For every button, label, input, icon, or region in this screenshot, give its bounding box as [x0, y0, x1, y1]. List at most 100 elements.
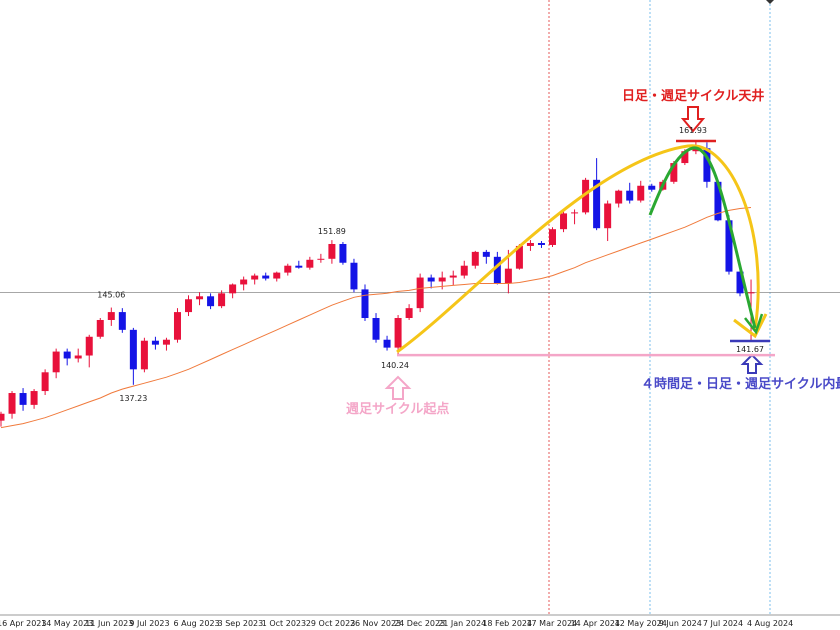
candle-body [196, 296, 204, 300]
candle-body [681, 151, 689, 164]
annotations: 日足・週足サイクル天井 週足サイクル起点 ４時間足・日足・週足サイクル内最 14… [97, 88, 840, 417]
candle-body [0, 413, 5, 421]
x-tick-label: 29 Oct 2023 [306, 619, 355, 628]
candle-body [372, 318, 380, 340]
candle-body [107, 312, 115, 320]
candle-body [736, 271, 744, 294]
arrow-head [733, 313, 768, 339]
candle-body [416, 277, 424, 309]
candle-body [361, 289, 369, 319]
x-tick-label: 16 Apr 2023 [0, 619, 46, 628]
x-tick-label: 9 Jun 2024 [659, 619, 702, 628]
annotation: ４時間足・日足・週足サイクル内最 [641, 376, 840, 392]
candle-body [284, 265, 292, 273]
x-tick-label: 26 Nov 2023 [350, 619, 401, 628]
candle-body [571, 212, 579, 214]
candle-body [747, 292, 755, 294]
arrow-head [744, 313, 764, 335]
cycle-curve [648, 146, 757, 329]
candle-body [229, 284, 237, 294]
candle-body [96, 319, 104, 337]
up-arrow [740, 353, 764, 374]
x-tick-label: 3 Sep 2023 [218, 619, 264, 628]
down-arrow [680, 106, 706, 133]
annotation: 日足・週足サイクル天井 [622, 88, 764, 104]
price-label: 141.67 [736, 345, 764, 354]
price-label: 161.93 [679, 126, 707, 135]
candle-body [560, 213, 568, 230]
x-tick-label: 11 Jun 2023 [85, 619, 133, 628]
candle-body [482, 251, 490, 257]
candle-body [118, 312, 126, 330]
candle-body [151, 340, 159, 345]
candle-body [460, 265, 468, 276]
candle-body [350, 262, 358, 290]
candle-body [218, 293, 226, 307]
candle-body [162, 339, 170, 345]
x-tick-label: 24 Dec 2023 [394, 619, 445, 628]
candle-body [703, 148, 711, 182]
candle-body [626, 190, 634, 201]
candle-body [582, 179, 590, 213]
candle-body [549, 229, 556, 245]
candle-body [471, 251, 479, 266]
candle-body [173, 312, 181, 340]
candle-body [19, 393, 27, 405]
x-tick-label: 4 Aug 2024 [747, 619, 793, 628]
annotation: 週足サイクル起点 [346, 401, 449, 417]
candle-body [295, 265, 303, 268]
candle-body [725, 220, 733, 272]
candle-body [207, 296, 215, 307]
candle-body [240, 279, 248, 285]
candle-body [328, 243, 336, 259]
candle-body [317, 258, 325, 260]
candle-body [394, 318, 402, 348]
candle-body [537, 242, 545, 245]
candle-body [493, 256, 501, 284]
candle-body [714, 181, 722, 221]
cycle-curve [396, 144, 760, 354]
candle-body [74, 355, 82, 359]
candle-body [637, 185, 645, 201]
candle-body [251, 275, 259, 280]
candle-body [427, 277, 435, 282]
candle-body [85, 336, 93, 356]
candle-body [604, 203, 612, 229]
candle-body [692, 148, 700, 152]
candle-body [63, 351, 71, 359]
x-tick-label: 9 Jul 2023 [129, 619, 169, 628]
x-tick-label: 1 Oct 2023 [262, 619, 306, 628]
candle-body [129, 329, 137, 370]
candle-body [515, 245, 523, 269]
price-label: 151.89 [318, 227, 346, 236]
candle-body [438, 277, 446, 282]
up-arrow [384, 375, 412, 400]
price-label: 145.06 [97, 291, 125, 300]
x-tick-label: 18 Feb 2024 [482, 619, 532, 628]
candle-body [615, 190, 623, 204]
candle-body [670, 163, 678, 182]
moving-average [0, 207, 752, 429]
candle-body [306, 259, 314, 268]
candle-body [504, 268, 512, 284]
x-tick-label: 7 Jul 2024 [703, 619, 743, 628]
candle-body [140, 340, 148, 370]
candle-body [526, 242, 534, 246]
candle-body [185, 299, 193, 313]
candle-body [339, 243, 347, 263]
candle-body [52, 351, 60, 373]
candle-body [405, 308, 413, 319]
price-label: 137.23 [119, 394, 147, 403]
candle-body [30, 391, 38, 405]
candle-body [262, 275, 270, 279]
candle-body [648, 185, 656, 190]
marker [766, 0, 774, 4]
x-tick-label: 6 Aug 2023 [173, 619, 219, 628]
candle-body [593, 179, 601, 229]
separators [0, 0, 840, 616]
candle-body [383, 339, 391, 348]
candle-body [41, 372, 49, 392]
candle-body [8, 393, 16, 414]
